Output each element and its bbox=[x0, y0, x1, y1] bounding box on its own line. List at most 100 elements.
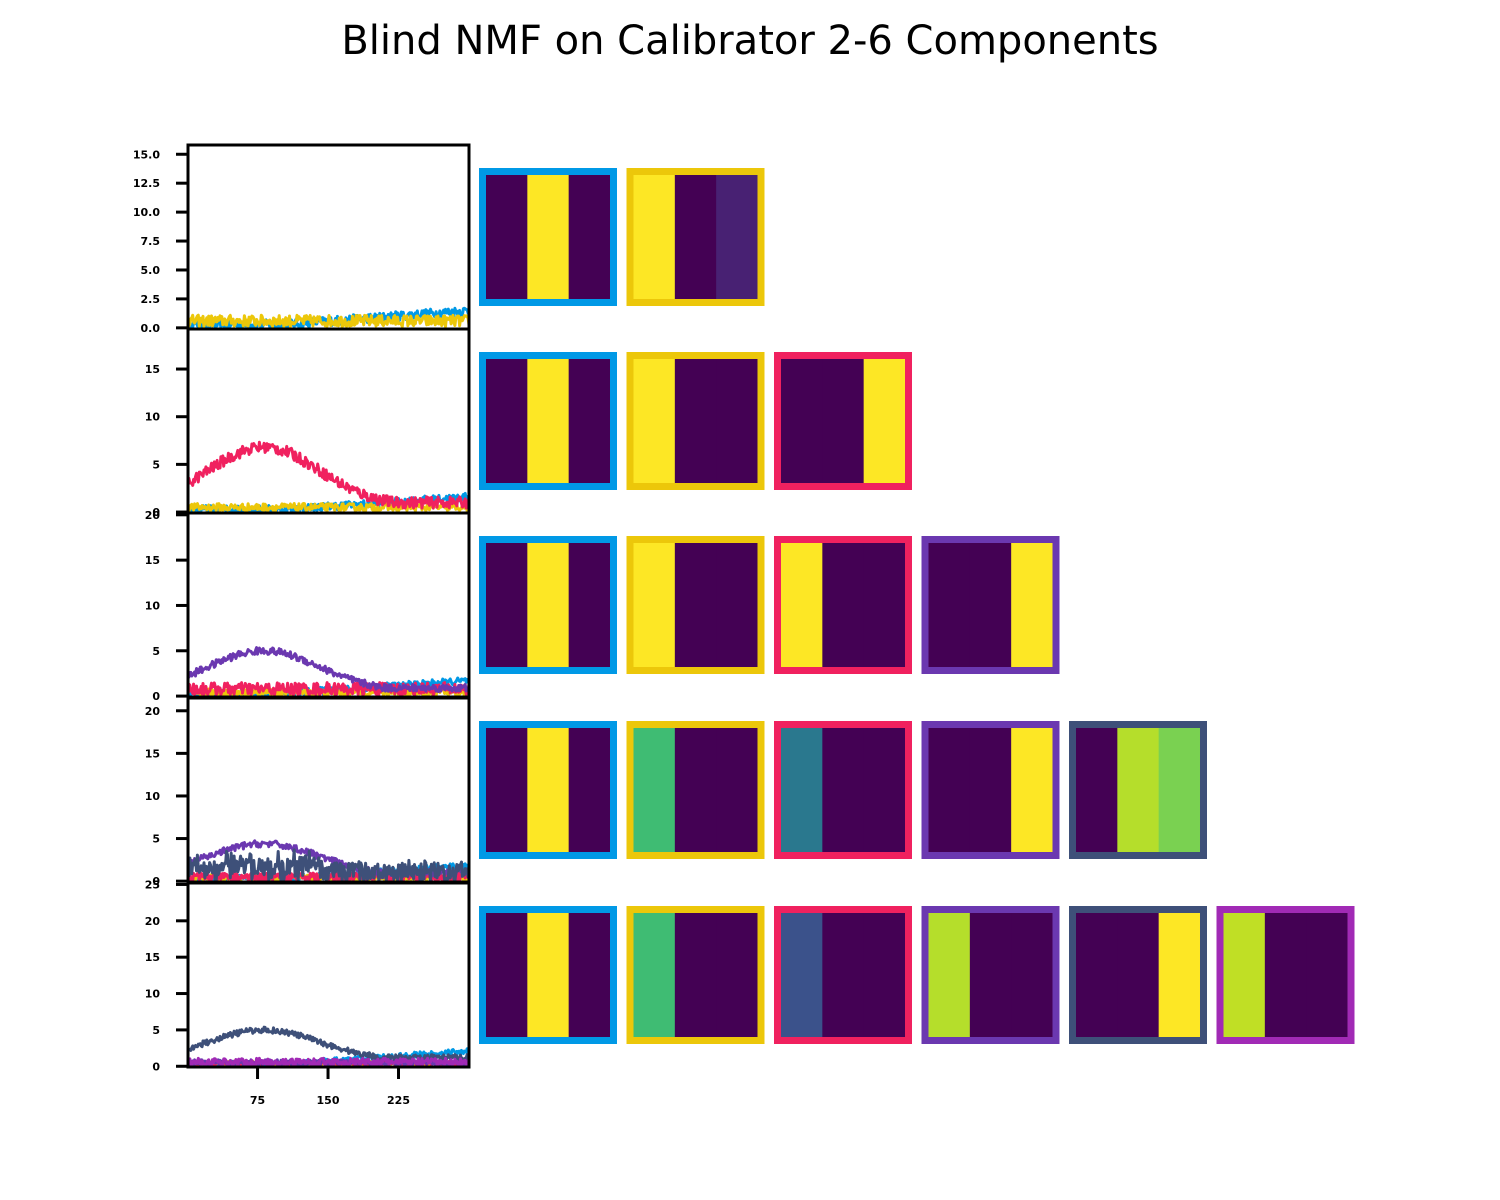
map-band bbox=[633, 543, 676, 667]
map-band bbox=[716, 359, 758, 483]
map-band bbox=[969, 728, 1012, 852]
map-band bbox=[568, 175, 611, 299]
map-frame bbox=[479, 168, 617, 306]
map-band bbox=[527, 359, 570, 483]
component-map-5 bbox=[1069, 721, 1207, 859]
component-map-5 bbox=[1069, 906, 1207, 1044]
y-tick-label: 0 bbox=[152, 875, 160, 888]
y-tick-label: 10.0 bbox=[133, 206, 160, 219]
component-map-4 bbox=[921, 536, 1060, 674]
map-band bbox=[1076, 913, 1118, 1037]
y-tick-label: 0 bbox=[152, 690, 160, 703]
map-frame bbox=[626, 536, 765, 674]
map-frame bbox=[626, 906, 765, 1044]
map-frame bbox=[1069, 906, 1207, 1044]
series-line-component-3 bbox=[187, 440, 471, 510]
panel-2-components: 0.0 2.5 5.0 7.5 10.0 12.5 15.0 bbox=[133, 143, 765, 335]
y-tick-label: 10 bbox=[145, 411, 161, 424]
map-band bbox=[928, 728, 971, 852]
map-band bbox=[822, 913, 865, 1037]
panel-6-components: 0 5 10 15 20 25 75 150 225 bbox=[145, 878, 1355, 1107]
y-tick-label: 15.0 bbox=[133, 148, 160, 161]
y-tick-label: 0 bbox=[152, 1060, 160, 1073]
map-frame bbox=[774, 721, 912, 859]
map-frame bbox=[921, 721, 1060, 859]
y-tick-label: 20 bbox=[145, 705, 161, 718]
panel-4-components: 0 5 10 15 20 bbox=[145, 509, 1060, 703]
figure-title: Blind NMF on Calibrator 2-6 Components bbox=[341, 18, 1159, 64]
map-band bbox=[568, 543, 611, 667]
y-tick-label: 5 bbox=[152, 833, 160, 846]
y-tick-label: 25 bbox=[145, 878, 160, 891]
y-tick-label: 5 bbox=[152, 1024, 160, 1037]
series-line-component-5 bbox=[186, 848, 470, 883]
component-map-3 bbox=[774, 536, 912, 674]
map-frame bbox=[1216, 906, 1355, 1044]
map-band bbox=[822, 728, 865, 852]
map-band bbox=[863, 913, 906, 1037]
map-band bbox=[568, 359, 611, 483]
map-band bbox=[527, 728, 570, 852]
map-band bbox=[716, 728, 758, 852]
map-band bbox=[674, 543, 717, 667]
map-frame bbox=[774, 906, 912, 1044]
map-band bbox=[633, 359, 676, 483]
component-map-6 bbox=[1216, 906, 1355, 1044]
map-frame bbox=[1069, 721, 1207, 859]
map-frame bbox=[479, 906, 617, 1044]
map-band bbox=[716, 175, 758, 299]
map-band bbox=[568, 728, 611, 852]
map-band bbox=[781, 543, 823, 667]
map-band bbox=[1076, 728, 1118, 852]
map-frame bbox=[626, 352, 765, 490]
y-tick-label: 15 bbox=[145, 363, 160, 376]
map-band bbox=[863, 728, 906, 852]
component-map-2 bbox=[626, 721, 765, 859]
map-band bbox=[1011, 543, 1053, 667]
y-tick-label: 10 bbox=[145, 599, 161, 612]
x-tick-label: 150 bbox=[317, 1094, 340, 1107]
map-frame bbox=[921, 906, 1060, 1044]
y-tick-label: 2.5 bbox=[141, 293, 161, 306]
axes-frame bbox=[186, 881, 471, 1069]
component-map-3 bbox=[774, 721, 912, 859]
axes-frame bbox=[186, 143, 471, 331]
component-map-4 bbox=[921, 721, 1060, 859]
y-tick-label: 20 bbox=[145, 509, 161, 522]
map-band bbox=[1158, 728, 1201, 852]
map-band bbox=[633, 728, 676, 852]
y-tick-label: 5 bbox=[152, 645, 160, 658]
y-tick-label: 0 bbox=[152, 506, 160, 519]
map-band bbox=[674, 728, 717, 852]
component-map-2 bbox=[626, 536, 765, 674]
map-band bbox=[1264, 913, 1307, 1037]
component-map-1 bbox=[479, 721, 617, 859]
map-band bbox=[1011, 728, 1053, 852]
map-band bbox=[486, 728, 528, 852]
y-tick-label: 15 bbox=[145, 951, 160, 964]
map-frame bbox=[479, 721, 617, 859]
map-band bbox=[486, 913, 528, 1037]
map-band bbox=[486, 175, 528, 299]
map-band bbox=[1158, 913, 1201, 1037]
map-band bbox=[1011, 913, 1053, 1037]
y-tick-label: 12.5 bbox=[133, 177, 160, 190]
map-band bbox=[863, 359, 906, 483]
series-line-component-3 bbox=[186, 681, 471, 697]
map-band bbox=[716, 913, 758, 1037]
map-band bbox=[674, 359, 717, 483]
map-band bbox=[527, 913, 570, 1037]
map-band bbox=[1117, 728, 1160, 852]
x-tick-label: 225 bbox=[387, 1094, 410, 1107]
panel-3-components: 0 5 10 15 bbox=[145, 327, 912, 519]
map-band bbox=[1306, 913, 1348, 1037]
component-map-4 bbox=[921, 906, 1060, 1044]
component-map-2 bbox=[626, 168, 765, 306]
x-tick-label: 75 bbox=[250, 1094, 265, 1107]
map-frame bbox=[479, 536, 617, 674]
series-line-component-5 bbox=[187, 1025, 471, 1062]
map-band bbox=[486, 359, 528, 483]
map-band bbox=[1223, 913, 1266, 1037]
map-band bbox=[969, 543, 1012, 667]
map-band bbox=[527, 175, 570, 299]
